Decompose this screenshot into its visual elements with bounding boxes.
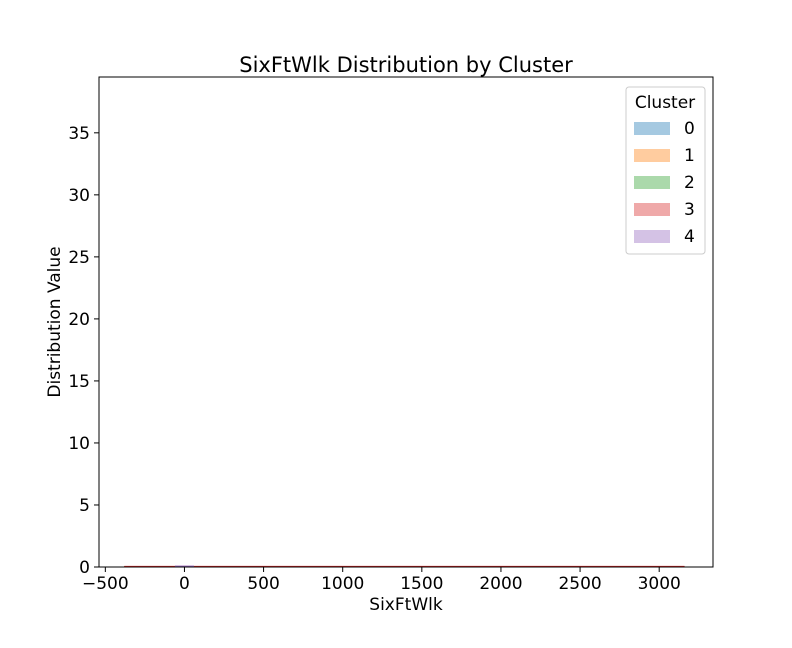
legend-swatch-1 (634, 149, 670, 162)
x-tick-label: 1500 (400, 574, 443, 594)
y-tick-label: 15 (68, 372, 90, 392)
chart-title: SixFtWlk Distribution by Cluster (239, 53, 573, 77)
x-tick-label: 1000 (321, 574, 364, 594)
legend-label-0: 0 (684, 119, 695, 139)
legend-label-2: 2 (684, 173, 695, 193)
y-axis: 0 5 10 15 20 25 30 35 (68, 124, 99, 578)
y-tick-label: 20 (68, 310, 90, 330)
legend-frame (625, 86, 706, 255)
legend-swatch-0 (634, 122, 670, 135)
legend-swatch-3 (634, 203, 670, 216)
y-tick-label: 25 (68, 248, 90, 268)
x-tick-label: 0 (179, 574, 190, 594)
legend-swatch-2 (634, 176, 670, 189)
legend-items: 0 1 2 3 4 (634, 119, 695, 247)
x-tick-label: −500 (82, 574, 129, 594)
x-tick-label: 3000 (638, 574, 681, 594)
x-axis: −500 0 500 1000 1500 2000 2500 3000 (82, 567, 681, 594)
legend: Cluster 0 1 2 3 4 (625, 86, 706, 255)
y-tick-label: 0 (79, 558, 90, 578)
y-tick-label: 30 (68, 186, 90, 206)
x-axis-label: SixFtWlk (369, 595, 443, 615)
y-tick-label: 35 (68, 124, 90, 144)
x-tick-label: 2500 (558, 574, 601, 594)
legend-label-1: 1 (684, 146, 695, 166)
legend-swatch-4 (634, 230, 670, 243)
legend-label-4: 4 (684, 227, 695, 247)
x-tick-label: 2000 (479, 574, 522, 594)
plot-frame (98, 76, 714, 568)
legend-label-3: 3 (684, 200, 695, 220)
y-axis-label: Distribution Value (45, 246, 65, 397)
y-tick-label: 10 (68, 434, 90, 454)
y-tick-label: 5 (79, 496, 90, 516)
x-tick-label: 500 (247, 574, 279, 594)
legend-title: Cluster (635, 93, 695, 113)
